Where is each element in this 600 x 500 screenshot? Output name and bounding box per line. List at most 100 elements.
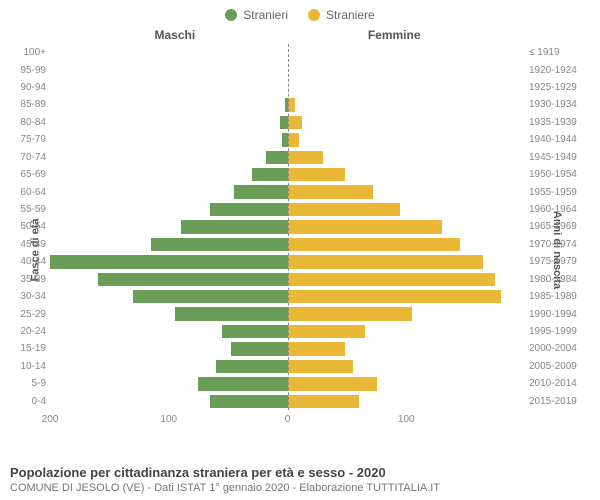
birth-label: 1935-1939	[529, 117, 577, 128]
age-label: 35-39	[20, 274, 46, 285]
age-label: 95-99	[20, 65, 46, 76]
age-label: 75-79	[20, 134, 46, 145]
male-bar	[151, 238, 288, 251]
female-half	[288, 358, 526, 375]
x-tick: 100	[160, 414, 177, 425]
female-half	[288, 271, 526, 288]
male-bar	[234, 185, 287, 198]
male-half	[50, 253, 288, 270]
female-half	[288, 201, 526, 218]
female-bar	[288, 116, 302, 129]
birth-label: 1985-1989	[529, 291, 577, 302]
male-bar	[175, 307, 288, 320]
male-half	[50, 149, 288, 166]
male-half	[50, 131, 288, 148]
column-header-female: Femmine	[368, 28, 421, 42]
male-bar	[98, 273, 288, 286]
female-half	[288, 218, 526, 235]
female-half	[288, 114, 526, 131]
male-half	[50, 44, 288, 61]
age-label: 80-84	[20, 117, 46, 128]
column-header-male: Maschi	[155, 28, 196, 42]
birth-label: ≤ 1919	[529, 47, 560, 58]
birth-label: 1950-1954	[529, 169, 577, 180]
male-half	[50, 305, 288, 322]
male-bar	[50, 255, 288, 268]
legend-label-female: Straniere	[326, 8, 375, 22]
age-label: 15-19	[20, 343, 46, 354]
legend-item-male: Stranieri	[225, 8, 288, 22]
male-bar	[216, 360, 287, 373]
birth-label: 1960-1964	[529, 204, 577, 215]
female-bar	[288, 377, 377, 390]
male-half	[50, 236, 288, 253]
birth-label: 1925-1929	[529, 82, 577, 93]
male-half	[50, 79, 288, 96]
legend-item-female: Straniere	[308, 8, 375, 22]
female-bar	[288, 290, 502, 303]
center-divider	[288, 44, 289, 410]
female-half	[288, 166, 526, 183]
footer: Popolazione per cittadinanza straniera p…	[10, 465, 590, 494]
age-label: 10-14	[20, 361, 46, 372]
age-label: 45-49	[20, 239, 46, 250]
female-bar	[288, 273, 496, 286]
male-half	[50, 375, 288, 392]
male-bar	[231, 342, 288, 355]
chart-area: Maschi Femmine 100+≤ 191995-991920-19249…	[50, 30, 525, 430]
female-bar	[288, 168, 345, 181]
female-half	[288, 375, 526, 392]
age-label: 50-54	[20, 221, 46, 232]
x-tick: 100	[398, 414, 415, 425]
birth-label: 1970-1974	[529, 239, 577, 250]
birth-label: 2005-2009	[529, 361, 577, 372]
male-half	[50, 61, 288, 78]
female-half	[288, 236, 526, 253]
male-half	[50, 393, 288, 410]
age-label: 0-4	[32, 396, 46, 407]
legend-swatch-female	[308, 9, 320, 21]
male-bar	[280, 116, 287, 129]
female-bar	[288, 238, 460, 251]
birth-label: 1990-1994	[529, 309, 577, 320]
male-bar	[133, 290, 287, 303]
female-bar	[288, 98, 295, 111]
birth-label: 1955-1959	[529, 187, 577, 198]
chart-container: Stranieri Straniere Fasce di età Anni di…	[0, 0, 600, 500]
female-half	[288, 183, 526, 200]
female-half	[288, 393, 526, 410]
female-half	[288, 149, 526, 166]
birth-label: 1965-1969	[529, 221, 577, 232]
age-label: 5-9	[32, 378, 46, 389]
female-bar	[288, 342, 345, 355]
male-bar	[181, 220, 288, 233]
female-bar	[288, 220, 442, 233]
male-half	[50, 166, 288, 183]
male-half	[50, 183, 288, 200]
age-label: 90-94	[20, 82, 46, 93]
age-label: 20-24	[20, 326, 46, 337]
legend: Stranieri Straniere	[0, 0, 600, 22]
chart-subtitle: COMUNE DI JESOLO (VE) - Dati ISTAT 1° ge…	[10, 482, 590, 494]
male-half	[50, 340, 288, 357]
male-half	[50, 271, 288, 288]
male-half	[50, 358, 288, 375]
male-bar	[198, 377, 287, 390]
male-half	[50, 96, 288, 113]
age-label: 70-74	[20, 152, 46, 163]
female-bar	[288, 133, 300, 146]
female-half	[288, 253, 526, 270]
birth-label: 1945-1949	[529, 152, 577, 163]
male-bar	[252, 168, 288, 181]
age-label: 100+	[23, 47, 46, 58]
male-bar	[222, 325, 287, 338]
female-half	[288, 79, 526, 96]
male-half	[50, 114, 288, 131]
x-axis: 2001000100	[50, 412, 525, 430]
x-tick: 200	[42, 414, 59, 425]
birth-label: 1980-1984	[529, 274, 577, 285]
male-half	[50, 288, 288, 305]
female-bar	[288, 185, 374, 198]
age-label: 30-34	[20, 291, 46, 302]
female-bar	[288, 307, 413, 320]
